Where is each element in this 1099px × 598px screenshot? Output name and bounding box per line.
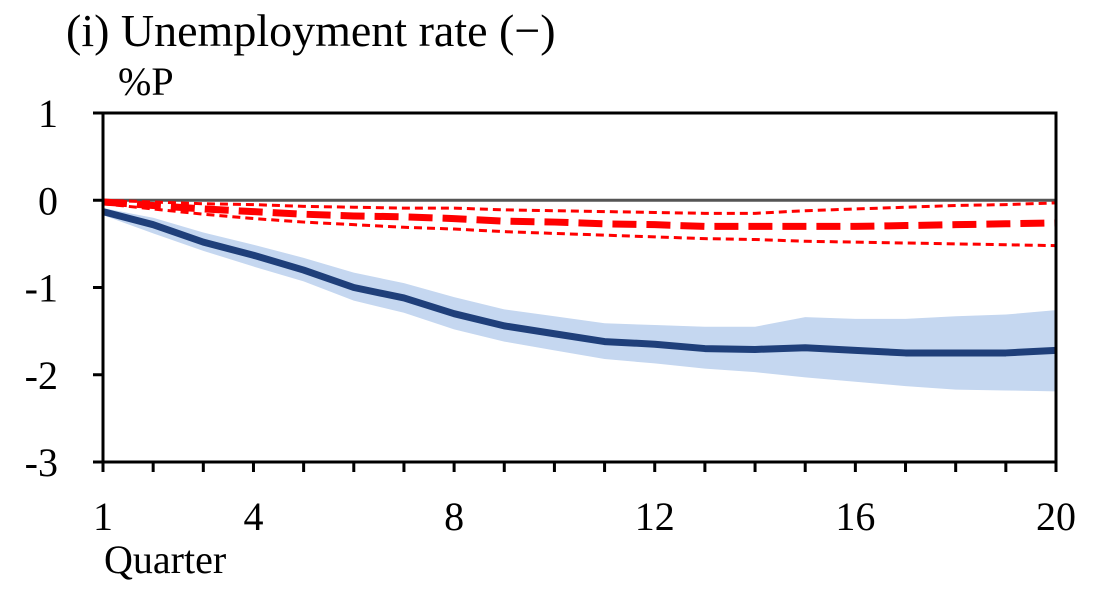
red-dashed-line bbox=[102, 198, 1057, 230]
x-tick-label: 12 bbox=[635, 494, 675, 539]
y-tick-label: -1 bbox=[25, 266, 58, 311]
y-axis-label: %P bbox=[118, 59, 174, 104]
red-dashed-bound-line bbox=[102, 202, 1057, 248]
x-tick-label: 8 bbox=[444, 494, 464, 539]
y-tick-label: -2 bbox=[25, 353, 58, 398]
confidence-band bbox=[103, 208, 1056, 392]
x-tick-label: 20 bbox=[1036, 494, 1076, 539]
x-tick-label: 4 bbox=[243, 494, 263, 539]
x-tick-label: 16 bbox=[835, 494, 875, 539]
y-tick-label: -3 bbox=[25, 440, 58, 485]
x-tick-label: 1 bbox=[93, 494, 113, 539]
y-tick-label: 1 bbox=[38, 91, 58, 136]
chart-title: (i) Unemployment rate (−) bbox=[66, 5, 556, 56]
y-tick-label: 0 bbox=[38, 178, 58, 223]
red-dashed-bound-line bbox=[102, 198, 1057, 215]
plot-frame bbox=[101, 111, 1058, 464]
blue-solid-line bbox=[102, 208, 1057, 357]
x-axis-label: Quarter bbox=[104, 537, 227, 582]
